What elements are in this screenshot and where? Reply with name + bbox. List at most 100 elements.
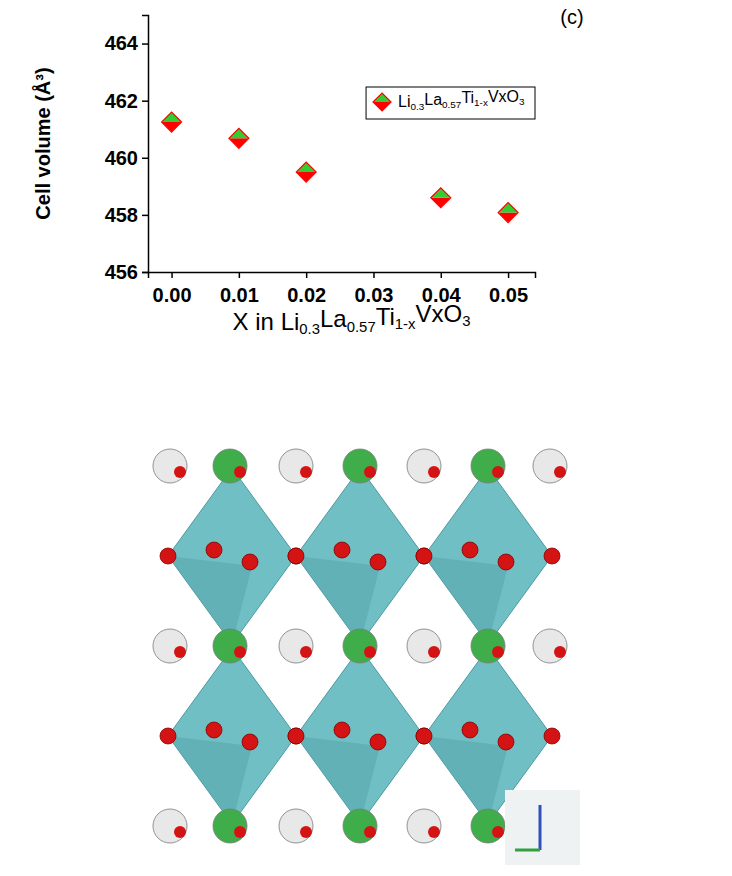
x-axis-line [149, 273, 536, 279]
legend-marker [373, 93, 391, 111]
oxygen-atom [174, 466, 186, 478]
oxygen-atom [160, 548, 176, 564]
x-tick-label: 0.02 [287, 284, 326, 306]
la-li-site [407, 449, 441, 483]
la-li-site [153, 809, 187, 843]
la-li-site [407, 629, 441, 663]
oxygen-atom [206, 722, 222, 738]
la-li-site [533, 449, 567, 483]
y-tick-label: 460 [105, 147, 138, 169]
y-tick-mark [142, 215, 148, 217]
x-tick: 0.02 [287, 272, 326, 306]
octahedron-face [168, 556, 252, 644]
la-li-site [471, 449, 505, 483]
oxygen-atom [462, 542, 478, 558]
y-tick: 462 [105, 90, 148, 112]
la-li-site [279, 629, 313, 663]
y-axis: 456 458 460 462 464 [105, 16, 149, 283]
oxygen-atom [160, 728, 176, 744]
y-tick-label: 456 [105, 261, 138, 283]
oxygen-atom [242, 554, 258, 570]
y-tick-label: 462 [105, 90, 138, 112]
la-li-site [407, 809, 441, 843]
oxygen-atom [416, 728, 432, 744]
x-tick-mark [373, 272, 375, 278]
x-tick: 0.05 [489, 272, 528, 306]
oxygen-atom [544, 728, 560, 744]
y-tick: 464 [105, 32, 148, 54]
oxygen-atom [370, 734, 386, 750]
y-tick: 460 [105, 147, 148, 169]
la-li-site [279, 449, 313, 483]
oxygen-atom [364, 826, 376, 838]
oxygen-atom [462, 722, 478, 738]
oxygen-atom [416, 548, 432, 564]
y-axis-line [142, 16, 149, 273]
legend: Li0.3La0.57Ti1-xVxO3 [366, 87, 535, 119]
oxygen-atom [234, 826, 246, 838]
oxygen-atom [206, 542, 222, 558]
octahedron-face [168, 736, 252, 824]
y-tick-mark [142, 43, 148, 45]
oxygen-atom [554, 466, 566, 478]
x-tick-mark [441, 272, 443, 278]
oxygen-atom [288, 728, 304, 744]
x-tick-label: 0.00 [153, 284, 192, 306]
la-li-site [213, 629, 247, 663]
panel-label: (c) [560, 6, 583, 28]
y-tick-label: 458 [105, 204, 138, 226]
oxygen-atom [364, 466, 376, 478]
oxygen-atom [234, 466, 246, 478]
y-tick-label: 464 [105, 32, 139, 54]
oxygen-atom [334, 722, 350, 738]
oxygen-atom [554, 646, 566, 658]
data-point [296, 162, 316, 182]
oxygen-atom [492, 826, 504, 838]
data-point [431, 188, 451, 208]
la-li-site [533, 629, 567, 663]
oxygen-atom [428, 466, 440, 478]
y-tick-mark [142, 100, 148, 102]
la-li-site [343, 449, 377, 483]
oxygen-atom [242, 734, 258, 750]
data-point [498, 203, 518, 223]
x-tick: 0.03 [355, 272, 394, 306]
legend-box [366, 87, 535, 119]
x-axis-title: X in Li0.3La0.57Ti1-xVxO3 [233, 300, 471, 338]
la-li-site [153, 629, 187, 663]
octahedron [168, 468, 296, 644]
oxygen-atom [416, 548, 432, 564]
data-point [229, 128, 249, 148]
legend-label: Li0.3La0.57Ti1-xVxO3 [398, 88, 525, 112]
x-tick-mark [171, 272, 173, 278]
figure: 4564584604624640.000.010.020.030.040.05X… [0, 0, 732, 876]
la-li-site [153, 449, 187, 483]
oxygen-atom [234, 646, 246, 658]
x-tick-label: 0.05 [489, 284, 528, 306]
oxygen-atom [544, 548, 560, 564]
oxygen-atom [492, 466, 504, 478]
y-tick: 458 [105, 204, 148, 226]
axes-inset [505, 790, 580, 865]
oxygen-atom [300, 826, 312, 838]
octahedron [296, 648, 424, 824]
la-li-site [279, 809, 313, 843]
oxygen-atom [498, 554, 514, 570]
structure-image [153, 449, 580, 865]
oxygen-atom [300, 646, 312, 658]
oxygen-atom [370, 554, 386, 570]
oxygen-atom [174, 646, 186, 658]
plot-area [162, 112, 519, 223]
la-li-site [471, 629, 505, 663]
octahedron [424, 468, 552, 644]
oxygen-atom [174, 826, 186, 838]
octahedron [296, 468, 424, 644]
data-point [162, 112, 182, 132]
la-li-site [213, 449, 247, 483]
x-tick: 0.00 [153, 272, 192, 306]
x-tick: 0.01 [220, 272, 259, 306]
oxygen-atom [498, 734, 514, 750]
la-li-site [343, 809, 377, 843]
oxygen-atom [416, 728, 432, 744]
x-axis: 0.000.010.020.030.040.05 [149, 272, 536, 306]
